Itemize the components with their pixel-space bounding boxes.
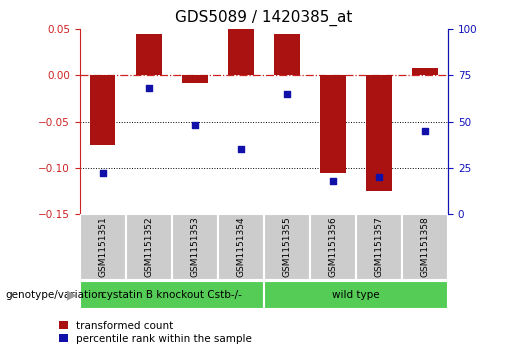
Bar [366, 75, 392, 191]
Text: GSM1151353: GSM1151353 [191, 216, 199, 277]
Bar [126, 214, 172, 280]
Bar [136, 34, 162, 75]
Bar [90, 75, 115, 145]
Text: GSM1151351: GSM1151351 [98, 216, 107, 277]
Bar [264, 281, 448, 309]
Point [283, 91, 291, 97]
Bar [264, 214, 310, 280]
Bar [413, 68, 438, 75]
Text: GSM1151358: GSM1151358 [421, 216, 430, 277]
Bar [356, 214, 402, 280]
Bar [80, 281, 264, 309]
Bar [182, 75, 208, 83]
Point [145, 85, 153, 91]
Bar [218, 214, 264, 280]
Text: GSM1151356: GSM1151356 [329, 216, 337, 277]
Title: GDS5089 / 1420385_at: GDS5089 / 1420385_at [175, 10, 353, 26]
Legend: transformed count, percentile rank within the sample: transformed count, percentile rank withi… [59, 321, 252, 344]
Bar [402, 214, 448, 280]
Point [237, 146, 245, 152]
Text: GSM1151354: GSM1151354 [236, 216, 246, 277]
Bar [80, 214, 126, 280]
Bar [310, 214, 356, 280]
Bar [320, 75, 346, 172]
Text: GSM1151357: GSM1151357 [374, 216, 384, 277]
Point [421, 128, 429, 134]
Point [99, 171, 107, 176]
Bar [228, 29, 253, 75]
Text: GSM1151352: GSM1151352 [144, 216, 153, 277]
Text: cystatin B knockout Cstb-/-: cystatin B knockout Cstb-/- [101, 290, 243, 300]
Point [191, 122, 199, 128]
Point [329, 178, 337, 184]
Text: wild type: wild type [332, 290, 380, 300]
Text: ▶: ▶ [67, 289, 77, 301]
Point [375, 174, 383, 180]
Bar [274, 34, 300, 75]
Text: GSM1151355: GSM1151355 [282, 216, 291, 277]
Text: genotype/variation: genotype/variation [5, 290, 104, 300]
Bar [172, 214, 218, 280]
